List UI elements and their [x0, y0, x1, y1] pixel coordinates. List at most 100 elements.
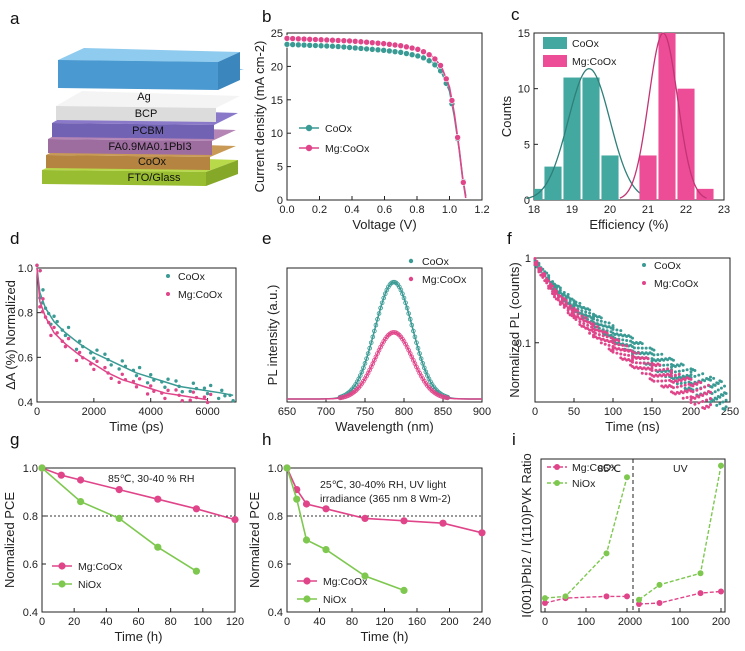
data-point	[681, 391, 685, 395]
data-point	[670, 369, 673, 373]
data-point	[582, 325, 586, 329]
data-point	[675, 382, 679, 386]
data-point	[588, 308, 592, 312]
data-point	[605, 331, 609, 335]
data-point	[220, 388, 224, 393]
x-axis-label: Time (h)	[361, 629, 409, 644]
data-point	[709, 390, 712, 394]
data-point	[701, 393, 705, 397]
data-point	[351, 44, 359, 52]
data-point	[312, 36, 319, 43]
data-point	[685, 390, 689, 394]
data-point	[631, 336, 634, 340]
data-point	[699, 387, 703, 391]
legend-swatch-dot	[303, 595, 311, 603]
data-point	[109, 363, 113, 367]
data-point	[593, 331, 597, 335]
y-axis-label: I(001)PbI2 / I(110)PVK Ratio	[519, 453, 534, 618]
data-point	[691, 390, 695, 394]
x-tick-label: 750	[356, 406, 374, 418]
data-point	[576, 315, 580, 319]
y-axis-label: Normalized PCE	[2, 492, 17, 588]
data-point	[180, 390, 184, 394]
data-point	[683, 381, 687, 385]
bar	[563, 77, 581, 200]
y-tick-label: 0.6	[268, 559, 283, 571]
data-point	[425, 51, 433, 59]
data-point	[408, 44, 416, 52]
data-point	[302, 536, 311, 544]
data-point	[562, 293, 566, 297]
data-point	[597, 333, 601, 337]
data-point	[194, 395, 199, 400]
data-point	[617, 343, 621, 347]
x-tick-label: 0	[636, 616, 642, 628]
data-point	[89, 362, 93, 366]
data-point	[621, 338, 625, 342]
x-tick-label: 18	[528, 204, 540, 216]
x-tick-label: 120	[375, 616, 393, 628]
data-point	[677, 372, 681, 376]
data-point	[340, 37, 348, 44]
data-point	[584, 310, 588, 314]
layer-bcp-top	[56, 91, 240, 108]
data-point	[675, 380, 679, 384]
chart-b-frame	[286, 32, 483, 201]
data-point	[685, 368, 689, 372]
legend-swatch	[408, 276, 414, 282]
data-point	[636, 601, 642, 608]
data-point	[558, 291, 562, 295]
data-point	[572, 313, 576, 317]
data-point	[391, 48, 399, 55]
x-axis-label: Efficiency (%)	[589, 217, 668, 232]
data-point	[109, 376, 113, 381]
y-tick-label: 10	[518, 84, 530, 96]
data-point	[194, 386, 199, 391]
data-point	[689, 377, 693, 381]
legend-label: Mg:CoOx	[572, 56, 617, 68]
legend-swatch	[166, 274, 170, 278]
y-tick-label: 20	[271, 61, 283, 73]
data-point	[437, 62, 444, 69]
x-tick-label: 0.4	[344, 204, 359, 216]
data-point	[578, 301, 582, 305]
data-point	[553, 282, 556, 286]
data-point	[558, 288, 562, 292]
x-tick-label: 200	[712, 616, 730, 628]
data-point	[619, 329, 623, 333]
bar	[677, 88, 695, 200]
data-point	[570, 297, 574, 301]
data-point	[188, 389, 192, 393]
data-point	[701, 372, 705, 376]
data-point	[709, 400, 712, 404]
data-point	[681, 396, 685, 400]
data-point	[134, 385, 139, 389]
legend-swatch-dot	[305, 124, 313, 132]
fit-curve	[36, 267, 234, 397]
data-point	[560, 298, 564, 302]
data-point	[205, 391, 210, 396]
legend-label: NiOx	[323, 594, 347, 606]
layer-coox-side	[46, 155, 210, 170]
panel-label-a: a	[10, 9, 20, 28]
x-tick-label: 23	[718, 204, 730, 216]
panel-label-c: c	[511, 5, 520, 24]
bar	[639, 155, 657, 200]
bar	[696, 188, 714, 200]
data-point	[363, 38, 370, 46]
x-tick-label: 2000	[82, 406, 106, 418]
data-point	[584, 316, 588, 320]
data-point	[131, 379, 136, 384]
data-point	[46, 311, 51, 316]
data-point	[586, 326, 590, 330]
data-point	[289, 35, 296, 42]
legend-label: NiOx	[572, 478, 596, 490]
data-point	[43, 306, 48, 310]
data-point	[57, 471, 65, 479]
x-tick-label: 900	[473, 406, 491, 418]
data-point	[710, 385, 714, 389]
data-point	[55, 319, 59, 324]
data-point	[38, 464, 46, 472]
data-point	[145, 392, 150, 396]
